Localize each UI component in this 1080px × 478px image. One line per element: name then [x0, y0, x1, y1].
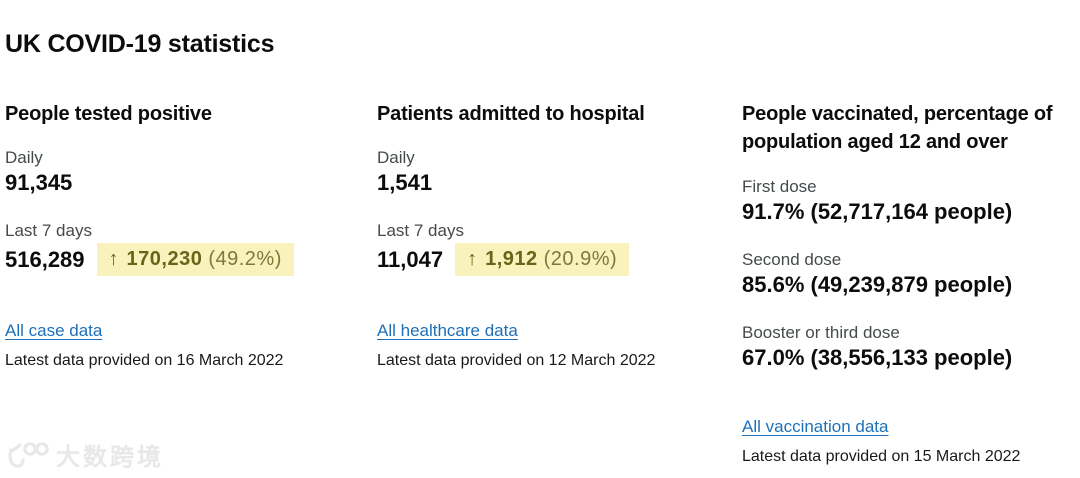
up-arrow-icon: ↑ — [108, 248, 119, 270]
card-people-vaccinated: People vaccinated, percentage of populat… — [742, 100, 1080, 466]
first-dose-metric: First dose 91.7% (52,717,164 people) — [742, 177, 1080, 225]
week-metric-cases: Last 7 days 516,289 ↑ 170,230 (49.2%) — [5, 221, 377, 276]
card-patients-admitted: Patients admitted to hospital Daily 1,54… — [377, 100, 742, 466]
daily-label: Daily — [377, 148, 415, 167]
change-percent-healthcare: (20.9%) — [543, 248, 618, 270]
daily-value-healthcare: 1,541 — [377, 170, 433, 195]
week-label: Last 7 days — [5, 221, 92, 240]
change-badge-cases: ↑ 170,230 (49.2%) — [96, 243, 294, 276]
week-value-cases: 516,289 — [5, 246, 85, 272]
week-value-healthcare: 11,047 — [377, 246, 444, 272]
first-dose-value: 91.7% (52,717,164 people) — [742, 199, 1013, 224]
first-dose-label: First dose — [742, 177, 817, 196]
daily-label: Daily — [5, 148, 43, 167]
second-dose-value: 85.6% (49,239,879 people) — [742, 272, 1013, 297]
change-delta-cases: 170,230 — [126, 248, 203, 270]
card-heading-healthcare: Patients admitted to hospital — [377, 103, 645, 125]
latest-data-caption-cases: Latest data provided on 16 March 2022 — [5, 352, 284, 369]
latest-data-caption-vaccination: Latest data provided on 15 March 2022 — [742, 448, 1021, 465]
week-metric-healthcare: Last 7 days 11,047 ↑ 1,912 (20.9%) — [377, 221, 742, 276]
second-dose-metric: Second dose 85.6% (49,239,879 people) — [742, 250, 1080, 298]
page-title: UK COVID-19 statistics — [5, 30, 275, 58]
change-badge-healthcare: ↑ 1,912 (20.9%) — [455, 243, 630, 276]
daily-value-cases: 91,345 — [5, 170, 73, 195]
week-row-healthcare: 11,047 ↑ 1,912 (20.9%) — [377, 243, 742, 276]
booster-dose-metric: Booster or third dose 67.0% (38,556,133 … — [742, 323, 1080, 371]
up-arrow-icon: ↑ — [467, 248, 478, 270]
all-healthcare-data-link[interactable]: All healthcare data — [377, 321, 518, 340]
all-vaccination-data-link[interactable]: All vaccination data — [742, 417, 889, 436]
all-case-data-link[interactable]: All case data — [5, 321, 103, 340]
daily-metric-cases: Daily 91,345 — [5, 148, 377, 196]
change-percent-cases: (49.2%) — [208, 248, 282, 270]
stats-columns: People tested positive Daily 91,345 Last… — [5, 100, 1080, 466]
card-people-tested-positive: People tested positive Daily 91,345 Last… — [5, 100, 377, 466]
booster-dose-value: 67.0% (38,556,133 people) — [742, 345, 1013, 370]
booster-dose-label: Booster or third dose — [742, 323, 900, 342]
latest-data-caption-healthcare: Latest data provided on 12 March 2022 — [377, 352, 656, 369]
week-row-cases: 516,289 ↑ 170,230 (49.2%) — [5, 243, 377, 276]
daily-metric-healthcare: Daily 1,541 — [377, 148, 742, 196]
change-delta-healthcare: 1,912 — [485, 248, 538, 270]
card-heading-vaccination: People vaccinated, percentage of populat… — [742, 103, 1053, 153]
week-label: Last 7 days — [377, 221, 464, 240]
second-dose-label: Second dose — [742, 250, 842, 269]
card-heading-cases: People tested positive — [5, 103, 212, 125]
